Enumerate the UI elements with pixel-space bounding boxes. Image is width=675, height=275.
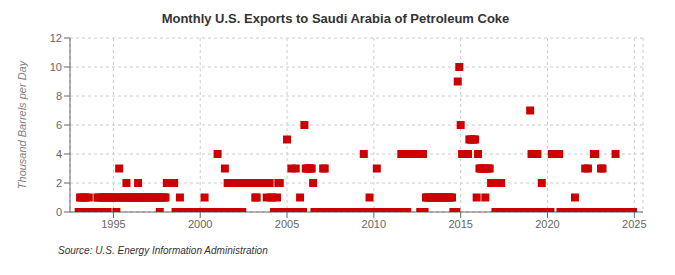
svg-text:2015: 2015: [448, 218, 472, 230]
svg-text:2: 2: [56, 177, 62, 189]
svg-text:12: 12: [50, 32, 62, 44]
html-text:Monthly U.S. Exports to Saudi: Monthly U.S. Exports to Saudi Arabia of …: [161, 11, 510, 26]
svg-text:10: 10: [50, 61, 62, 73]
svg-text:2005: 2005: [275, 218, 299, 230]
html-text:Source: U.S. Energy Informatio: Source: U.S. Energy Information Administ…: [58, 245, 268, 256]
svg-text:2000: 2000: [188, 218, 212, 230]
svg-text:4: 4: [56, 148, 62, 160]
svg-text:0: 0: [56, 206, 62, 218]
svg-text:6: 6: [56, 119, 62, 131]
svg-text:1995: 1995: [101, 218, 125, 230]
svg-text:2020: 2020: [535, 218, 559, 230]
svg-text:8: 8: [56, 90, 62, 102]
svg-text:2025: 2025: [622, 218, 646, 230]
svg-text:Thousand Barrels per Day: Thousand Barrels per Day: [16, 59, 28, 189]
svg-text:2010: 2010: [362, 218, 386, 230]
